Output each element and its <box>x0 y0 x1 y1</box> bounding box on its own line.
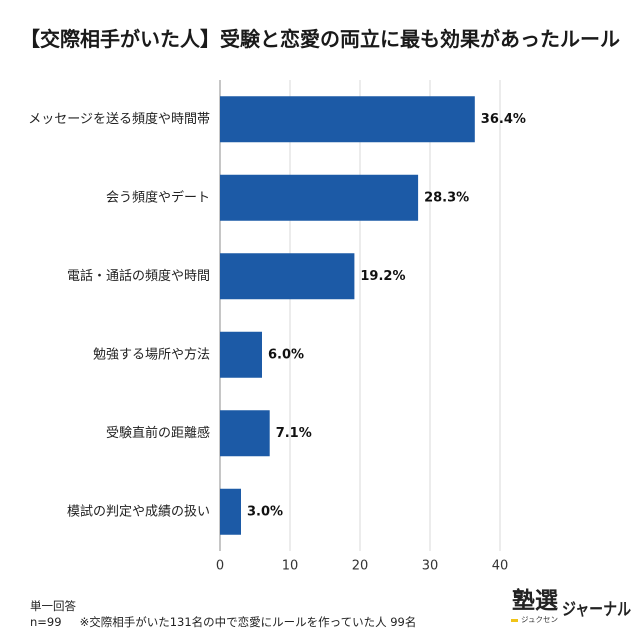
x-tick-label-10: 10 <box>282 559 299 574</box>
value-label-5: 7.1% <box>276 426 312 441</box>
bar-1 <box>220 96 475 143</box>
bar-2 <box>220 174 419 221</box>
x-tick-label-20: 20 <box>352 559 369 574</box>
logo-journal-text: ジャーナル <box>562 600 632 620</box>
logo-mark-text: 塾選 <box>512 588 558 614</box>
value-label-6: 3.0% <box>247 504 283 519</box>
answer-type-note: 単一回答 <box>30 599 76 613</box>
sample-size: n=99 <box>30 615 62 629</box>
bar-4 <box>220 331 262 378</box>
bar-5 <box>220 410 270 457</box>
x-tick-label-0: 0 <box>216 559 224 574</box>
category-label-6: 模試の判定や成績の扱い <box>67 503 210 519</box>
category-label-5: 受験直前の距離感 <box>106 425 210 441</box>
bar-3 <box>220 253 355 300</box>
chart-title: 【交際相手がいた人】受験と恋愛の両立に最も効果があったルール <box>20 27 620 51</box>
category-label-3: 電話・通話の頻度や時間 <box>67 268 210 284</box>
x-tick-label-40: 40 <box>492 559 509 574</box>
logo-reading-text: ジュクセン <box>521 615 558 624</box>
value-label-2: 28.3% <box>424 190 469 205</box>
sample-note: n=99 ※交際相手がいた131名の中で恋愛にルールを作っていた人 99名 <box>30 614 416 630</box>
bar-chart: 0 10 20 30 40 メッセージを送る頻度や時間帯 36.4% 会う頻度やデート 28.3… <box>28 80 526 574</box>
logo-accent <box>511 619 518 622</box>
category-label-1: メッセージを送る頻度や時間帯 <box>28 111 210 127</box>
x-tick-label-30: 30 <box>422 559 439 574</box>
bar-6 <box>220 488 241 535</box>
value-label-3: 19.2% <box>360 269 405 284</box>
value-label-1: 36.4% <box>481 112 526 127</box>
category-label-2: 会う頻度やデート <box>106 189 210 205</box>
value-label-4: 6.0% <box>268 347 304 362</box>
sample-description: ※交際相手がいた131名の中で恋愛にルールを作っていた人 99名 <box>79 615 417 629</box>
category-label-4: 勉強する場所や方法 <box>93 346 210 362</box>
